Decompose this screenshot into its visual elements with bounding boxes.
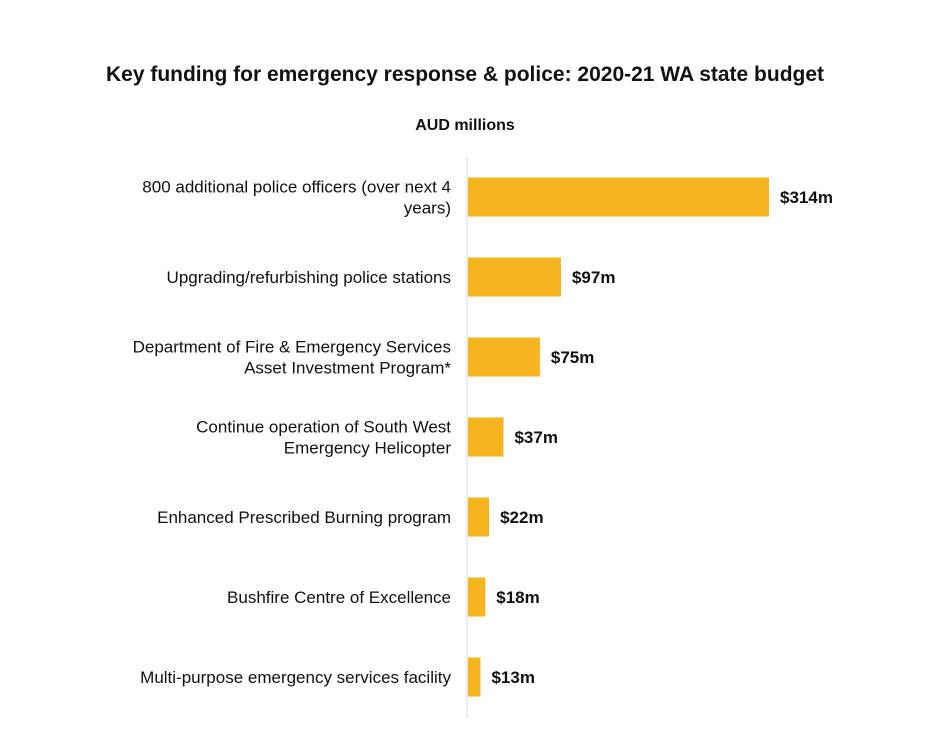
chart-title: Key funding for emergency response & pol…	[105, 63, 825, 86]
category-label: Bushfire Centre of Excellence	[227, 588, 451, 607]
category-label: Upgrading/refurbishing police stations	[167, 268, 451, 287]
category-label-line: Bushfire Centre of Excellence	[227, 588, 451, 607]
category-label-line: Enhanced Prescribed Burning program	[157, 508, 451, 527]
value-label: $13m	[491, 668, 534, 687]
category-label-line: Multi-purpose emergency services facilit…	[140, 668, 451, 687]
value-label: $75m	[551, 348, 594, 367]
value-label: $97m	[572, 268, 615, 287]
bar	[468, 657, 481, 697]
bars-group: $314m 800 additional police officers (ove…	[133, 177, 833, 697]
chart-subtitle: AUD millions	[415, 117, 515, 134]
bar	[468, 177, 769, 217]
category-label-line: years)	[404, 199, 451, 218]
bar	[468, 417, 504, 457]
category-label: Department of Fire & Emergency Services A…	[133, 338, 452, 378]
value-label: $37m	[514, 428, 557, 447]
category-label: Enhanced Prescribed Burning program	[157, 508, 451, 527]
value-label: $22m	[500, 508, 543, 527]
category-label-line: Emergency Helicopter	[284, 439, 452, 458]
category-label: Multi-purpose emergency services facilit…	[140, 668, 451, 687]
value-label: $314m	[780, 188, 833, 207]
category-label-line: Upgrading/refurbishing police stations	[167, 268, 451, 287]
category-label-line: Asset Investment Program*	[244, 359, 451, 378]
category-label: Continue operation of South West Emergenc…	[196, 418, 451, 458]
bar	[468, 577, 486, 617]
bar	[468, 257, 561, 297]
bar	[468, 337, 540, 377]
bar	[468, 497, 490, 537]
category-label: 800 additional police officers (over nex…	[142, 178, 451, 218]
value-label: $18m	[496, 588, 539, 607]
category-label-line: 800 additional police officers (over nex…	[142, 178, 451, 197]
category-label-line: Department of Fire & Emergency Services	[133, 338, 451, 357]
category-label-line: Continue operation of South West	[196, 418, 451, 437]
